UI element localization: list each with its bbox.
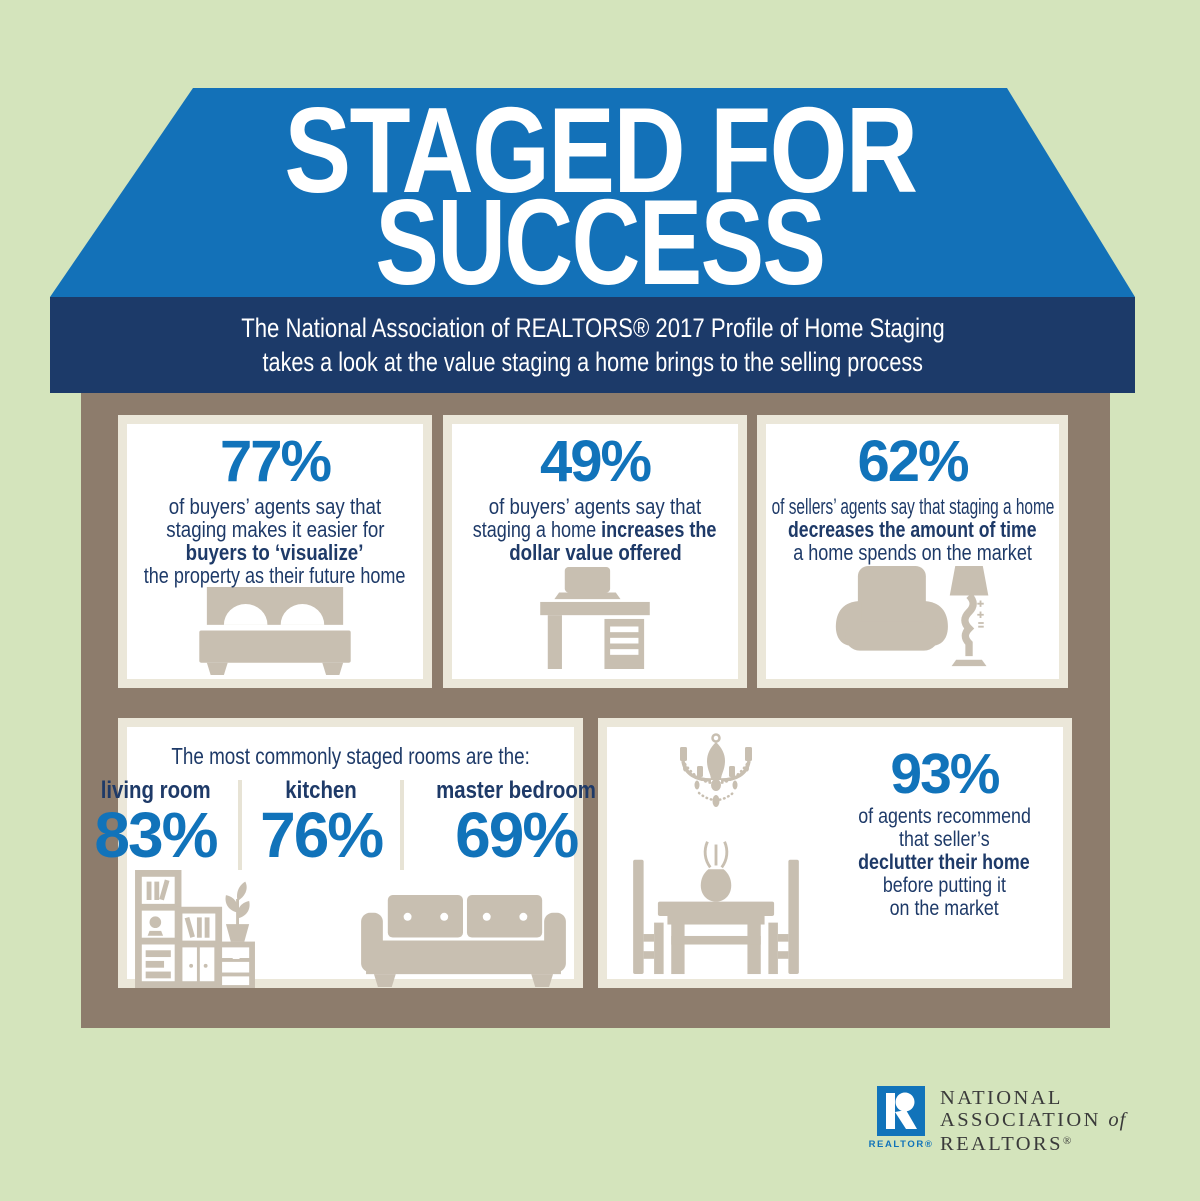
stat-percent-93: 93% (890, 742, 1000, 806)
stat-line-bold: declutter their home (858, 851, 1031, 874)
room-col-living-room: living room 83% (91, 777, 220, 871)
room-label: living room (100, 777, 211, 804)
room-divider (400, 780, 405, 870)
subtitle-line-1: The National Association of REALTORS® 20… (240, 313, 945, 343)
stat-percent-62: 62% (857, 429, 969, 494)
room-percent: 83% (94, 799, 218, 871)
desk-icon (540, 567, 650, 669)
roof-banner: STAGED FOR SUCCESS (50, 82, 1135, 310)
bed-icon (199, 587, 351, 675)
stat-card-visualize: 77% of buyers’ agents say that staging m… (118, 415, 432, 688)
subtitle-line-2: takes a look at the value staging a home… (262, 347, 923, 377)
stat-line: of agents recommend (858, 805, 1031, 828)
stat-percent-49: 49% (539, 429, 652, 494)
stat-line: staging makes it easier for (165, 517, 385, 542)
stat-line-bold: increases the (601, 517, 717, 542)
stat-line: a home spends on the market (793, 540, 1032, 565)
room-divider (238, 780, 243, 870)
stat-line: the property as their future home (144, 563, 406, 588)
stat-percent-77: 77% (219, 429, 332, 494)
room-percent: 76% (260, 799, 384, 871)
stat-line: of sellers’ agents say that staging a ho… (771, 494, 1054, 519)
org-name: NATIONAL ASSOCIATION of REALTORS® (940, 1086, 1126, 1156)
realtor-label: REALTOR® (868, 1139, 934, 1150)
stat-text-time-on-market: of sellers’ agents say that staging a ho… (711, 495, 1115, 564)
nar-logo-block: REALTOR® NATIONAL ASSOCIATION of REALTOR… (869, 1086, 1126, 1156)
org-line-1: NATIONAL (940, 1087, 1063, 1109)
org-line-2-of: of (1108, 1108, 1127, 1131)
chandelier-icon (677, 733, 755, 825)
org-line-3-text: REALTORS (940, 1133, 1063, 1155)
room-col-kitchen: kitchen 76% (260, 777, 384, 871)
bookshelf-plant-icon (135, 870, 255, 988)
stat-line: before putting it (882, 874, 1006, 897)
subtitle-band: The National Association of REALTORS® 20… (50, 297, 1135, 393)
realtor-logo: REALTOR® (869, 1086, 932, 1156)
stat-text-visualize: of buyers’ agents say that staging makes… (115, 495, 434, 587)
rooms-heading: The most commonly staged rooms are the: (171, 743, 530, 769)
stat-text-dollar-value: of buyers’ agents say that staging a hom… (446, 495, 743, 564)
registered-mark: ® (1062, 1135, 1072, 1147)
dining-table-icon (616, 835, 816, 975)
room-col-master-bedroom: master bedroom 69% (422, 777, 610, 871)
stat-card-time-on-market: 62% of sellers’ agents say that staging … (757, 415, 1068, 688)
stat-line-bold: buyers to ‘visualize’ (186, 540, 364, 565)
room-label: kitchen (285, 777, 357, 804)
declutter-card: 93% of agents recommend that seller’s de… (598, 718, 1072, 988)
room-label: master bedroom (436, 777, 597, 804)
stat-line-bold: dollar value offered (508, 540, 682, 565)
stat-card-dollar-value: 49% of buyers’ agents say that staging a… (443, 415, 747, 688)
room-percent: 69% (455, 799, 579, 871)
org-line-2: ASSOCIATION of (940, 1108, 1127, 1132)
main-title-line-1: STAGED FOR (283, 82, 918, 218)
sofa-icon (361, 895, 566, 988)
main-title-line-2: SUCCESS (375, 174, 826, 310)
armchair-lamp-icon (834, 566, 992, 669)
stat-line: on the market (889, 897, 999, 920)
stat-line: that seller’s (899, 828, 990, 851)
rooms-card: The most commonly staged rooms are the: … (94, 718, 596, 988)
realtor-r-icon (877, 1086, 925, 1136)
stat-line-mixed: staging a home increases the (473, 518, 717, 541)
stat-line: of buyers’ agents say that (488, 494, 702, 519)
org-line-2-caps: ASSOCIATION (940, 1108, 1101, 1131)
stat-line: of buyers’ agents say that (168, 494, 382, 519)
org-line-3: REALTORS® (940, 1131, 1126, 1156)
rooms-row: living room 83% kitchen 76% master bedro… (91, 778, 611, 870)
stat-line: staging a home (473, 517, 602, 542)
stat-text-declutter: of agents recommend that seller’s declut… (843, 805, 1046, 920)
stat-line-bold: decreases the amount of time (788, 517, 1037, 542)
